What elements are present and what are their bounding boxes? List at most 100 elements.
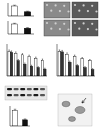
error-bar <box>61 50 62 51</box>
chart <box>7 44 47 76</box>
blot-band <box>33 88 38 90</box>
bar <box>41 60 43 76</box>
image <box>58 94 92 126</box>
cell <box>95 28 97 30</box>
blot-band <box>20 88 25 90</box>
error-bar <box>13 5 16 7</box>
x-axis <box>10 126 30 127</box>
blot-band <box>20 94 25 96</box>
blot <box>5 86 47 100</box>
cell <box>91 23 93 25</box>
error-bar <box>18 60 19 61</box>
bar <box>58 51 61 76</box>
error-bar <box>22 54 23 55</box>
cell <box>63 23 65 25</box>
plot-area <box>8 50 46 76</box>
cell <box>67 28 69 30</box>
cell <box>63 5 65 7</box>
y-axis <box>8 21 9 34</box>
bar <box>11 6 18 16</box>
plot-area <box>11 23 31 34</box>
y-axis <box>7 44 8 76</box>
arrow <box>82 98 86 103</box>
bar <box>23 120 28 126</box>
error-bar <box>74 55 75 56</box>
bar <box>68 62 71 76</box>
figure <box>0 0 100 130</box>
cell <box>95 10 97 12</box>
cell <box>91 5 93 7</box>
bar <box>66 54 69 76</box>
error-bar <box>38 66 39 68</box>
bar <box>76 66 79 76</box>
micrograph <box>72 2 98 18</box>
bar <box>11 24 18 34</box>
blot-band <box>27 88 32 90</box>
cell <box>67 10 69 12</box>
blot-band <box>7 94 12 96</box>
bar <box>10 52 12 76</box>
cell <box>50 28 52 30</box>
error-bar <box>15 52 16 53</box>
cell <box>55 4 57 6</box>
cell <box>59 10 61 12</box>
cell <box>83 4 85 6</box>
cell <box>87 28 89 30</box>
blot-band <box>27 94 32 96</box>
plot-area <box>13 109 28 126</box>
error-bar <box>42 59 43 60</box>
error-bar <box>11 51 12 52</box>
bar <box>88 61 91 76</box>
error-bar <box>29 55 30 56</box>
y-axis <box>10 106 11 126</box>
error-bar <box>26 11 29 13</box>
error-bar <box>69 61 70 62</box>
chart <box>8 3 34 16</box>
bar <box>35 58 37 76</box>
cell <box>50 10 52 12</box>
bar <box>84 68 87 76</box>
cell <box>83 22 85 24</box>
chart <box>8 21 34 34</box>
cell <box>46 22 48 24</box>
error-bar <box>59 50 60 51</box>
bar <box>81 59 84 76</box>
blot-band <box>7 88 12 90</box>
cell <box>74 4 76 6</box>
bar <box>21 55 23 76</box>
blot-band <box>33 94 38 96</box>
plot-area <box>58 50 94 76</box>
bar <box>30 66 32 76</box>
blot-band <box>14 94 19 96</box>
plot-area <box>11 5 31 16</box>
error-bar <box>31 65 32 67</box>
y-axis <box>8 3 9 16</box>
blot-band <box>14 88 19 90</box>
cell <box>87 10 89 12</box>
blot-band <box>40 88 45 90</box>
micrograph <box>44 20 70 36</box>
bar <box>24 64 26 76</box>
blot-band <box>40 94 45 96</box>
bar <box>28 56 30 76</box>
x-axis <box>7 76 47 77</box>
error-bar <box>92 68 93 70</box>
error-bar <box>35 57 36 58</box>
x-axis <box>57 76 95 77</box>
error-bar <box>24 63 25 64</box>
error-bar <box>66 53 67 54</box>
cell <box>78 10 80 12</box>
micrograph <box>72 20 98 36</box>
error-bar <box>77 64 78 66</box>
cell <box>74 22 76 24</box>
bar <box>91 70 94 76</box>
cell <box>62 101 70 107</box>
bar <box>24 28 31 34</box>
error-bar <box>14 109 17 110</box>
micrograph <box>44 2 70 18</box>
cell <box>59 28 61 30</box>
bar <box>73 56 76 76</box>
bar <box>15 53 17 76</box>
error-bar <box>26 27 29 29</box>
error-bar <box>24 118 27 120</box>
